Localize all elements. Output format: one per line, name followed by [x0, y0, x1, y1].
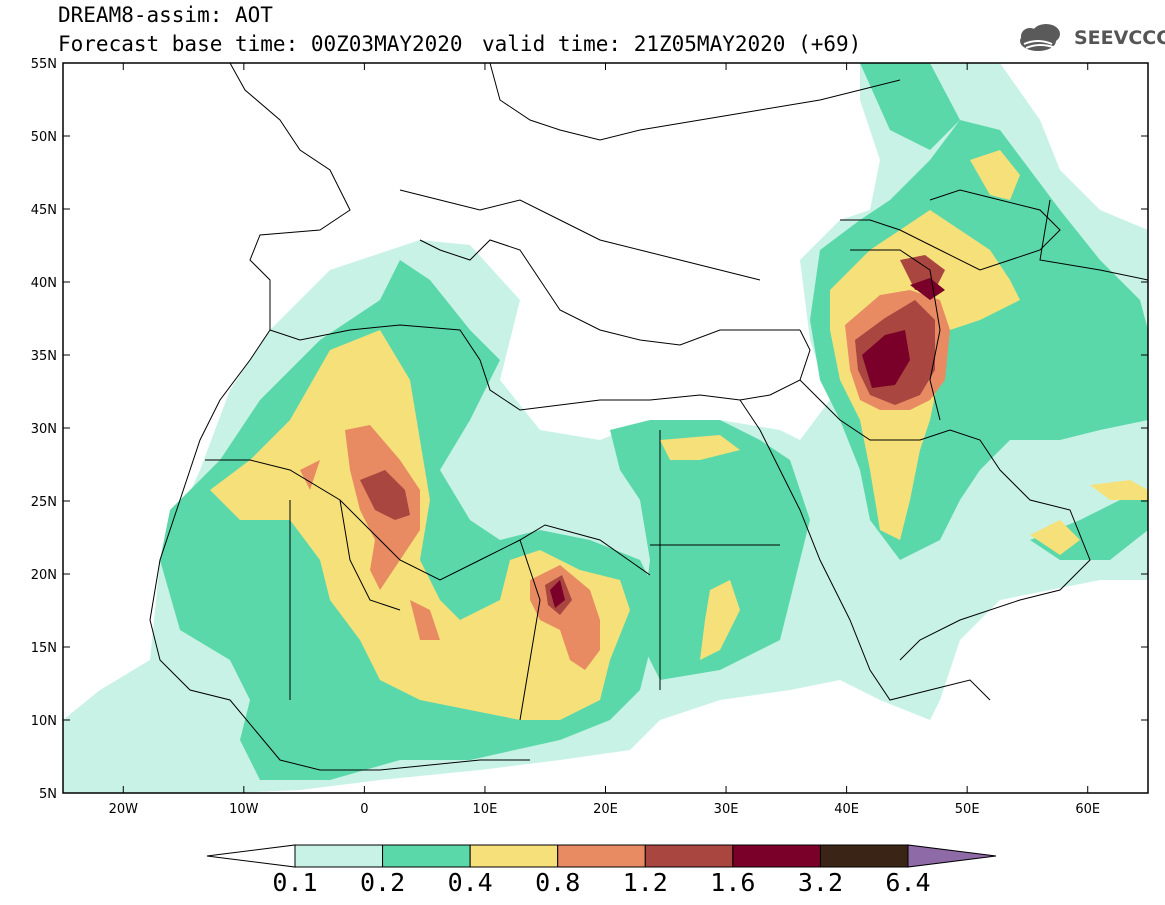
colorbar-under-triangle	[206, 844, 296, 868]
lon-tick-label: 20W	[109, 802, 139, 817]
colorbar-bin	[644, 844, 734, 868]
lon-tick-label: 10W	[229, 802, 259, 817]
lat-tick-label: 15N	[31, 641, 57, 656]
colorbar-bin	[732, 844, 821, 868]
logo-text: SEEVCCC	[1074, 27, 1165, 49]
lon-tick-label: 30E	[714, 802, 739, 817]
colorbar-level-label: 0.4	[447, 868, 493, 897]
lat-tick-label: 25N	[31, 495, 57, 510]
colorbar-bin	[469, 844, 559, 868]
coastlines	[149, 63, 1148, 771]
lat-tick-label: 20N	[31, 568, 57, 583]
cloud-logo-icon	[1020, 24, 1060, 51]
colorbar-level-label: 0.8	[535, 868, 581, 897]
colorbar-level-label: 0.1	[272, 868, 318, 897]
lon-tick-label: 0	[360, 802, 368, 817]
lat-tick-label: 5N	[39, 787, 57, 802]
map-title: DREAM8-assim: AOT	[58, 3, 273, 27]
lat-tick-label: 50N	[31, 130, 57, 145]
longitude-ticks: 20W 10W 0 10E 20E 30E 40E 50E 60E	[109, 63, 1100, 817]
lon-tick-label: 40E	[834, 802, 859, 817]
aot-field	[63, 63, 1148, 793]
colorbar-bin	[557, 844, 646, 868]
latitude-ticks: 55N 50N 45N 40N 35N 30N 25N 20N 15N 10N 5N	[31, 57, 1148, 802]
lon-tick-label: 50E	[955, 802, 980, 817]
colorbar-level-label: 3.2	[797, 868, 843, 897]
lat-tick-label: 35N	[31, 349, 57, 364]
valid-time: valid time: 21Z05MAY2020 (+69)	[482, 32, 862, 56]
colorbar-bin	[382, 844, 471, 868]
lon-tick-label: 10E	[473, 802, 498, 817]
colorbar	[206, 844, 997, 868]
aot-level-1-6	[550, 278, 945, 608]
colorbar-level-label: 6.4	[885, 868, 931, 897]
lat-tick-label: 10N	[31, 714, 57, 729]
colorbar-bin	[294, 844, 384, 868]
colorbar-level-label: 1.2	[622, 868, 668, 897]
colorbar-over-triangle	[907, 844, 997, 868]
lat-tick-label: 40N	[31, 276, 57, 291]
lat-tick-label: 45N	[31, 203, 57, 218]
lon-tick-label: 60E	[1075, 802, 1100, 817]
lat-tick-label: 55N	[31, 57, 57, 72]
colorbar-bin	[819, 844, 909, 868]
colorbar-level-label: 0.2	[359, 868, 406, 897]
lon-tick-label: 20E	[593, 802, 618, 817]
forecast-base-time: Forecast base time: 00Z03MAY2020	[58, 32, 463, 56]
lat-tick-label: 30N	[31, 422, 57, 437]
colorbar-level-label: 1.6	[710, 868, 756, 897]
